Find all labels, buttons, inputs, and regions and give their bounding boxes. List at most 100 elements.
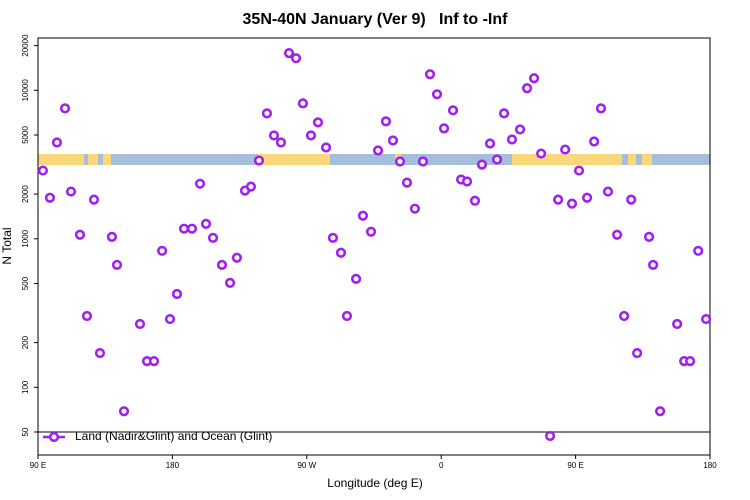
point [290, 53, 302, 64]
point [171, 288, 183, 300]
x-tick-label: 180 [703, 461, 717, 470]
point [231, 252, 243, 263]
point [612, 229, 623, 240]
x-tick-label: 0 [439, 461, 444, 470]
point [514, 124, 526, 135]
point [65, 186, 77, 197]
point [573, 165, 585, 176]
point [74, 229, 86, 240]
point [253, 155, 265, 166]
point [387, 135, 399, 146]
point [528, 73, 540, 84]
x-tick-label: 90 W [297, 461, 316, 470]
point [51, 137, 63, 148]
point [283, 48, 295, 59]
x-tick-label: 90 E [30, 461, 46, 470]
point [341, 310, 353, 322]
point [506, 134, 518, 145]
point [224, 277, 236, 288]
point [268, 130, 280, 141]
point [589, 136, 600, 147]
x-tick-label: 180 [166, 461, 180, 470]
point [424, 69, 436, 80]
plot-frame [37, 37, 711, 456]
point [186, 223, 198, 234]
point [194, 178, 206, 189]
point [693, 245, 704, 256]
point [106, 231, 118, 242]
point [94, 347, 106, 359]
point [560, 144, 571, 155]
point [88, 194, 100, 205]
point [134, 318, 146, 330]
point [207, 232, 219, 243]
point [350, 273, 362, 284]
point [438, 123, 450, 134]
point [643, 231, 655, 242]
point [216, 259, 228, 271]
point [357, 210, 369, 221]
point [469, 195, 481, 206]
point [118, 406, 130, 417]
point [672, 318, 683, 330]
point [648, 259, 659, 271]
surface-strip [38, 154, 710, 165]
point [380, 116, 392, 127]
point [476, 159, 488, 170]
point [619, 310, 630, 322]
point [44, 192, 56, 203]
point [37, 165, 49, 176]
point [409, 203, 421, 214]
point [401, 177, 413, 188]
legend-label: Land (Nadir&Glint) and Ocean (Glint) [75, 429, 272, 443]
point [461, 176, 473, 187]
point [417, 156, 429, 167]
x-axis-label: Longitude (deg E) [327, 476, 422, 490]
point [484, 138, 496, 149]
point [632, 347, 643, 359]
point [553, 194, 564, 205]
point [261, 108, 273, 119]
point [655, 406, 666, 417]
y-tick-label: 50 [21, 427, 30, 436]
point [156, 245, 168, 256]
point [447, 105, 459, 116]
point [312, 117, 324, 128]
point [372, 145, 384, 156]
point [111, 259, 123, 271]
point [297, 98, 309, 109]
y-tick-label: 5000 [21, 126, 30, 144]
point [148, 356, 160, 367]
point [491, 154, 503, 165]
point [521, 83, 533, 94]
y-tick-label: 100 [21, 380, 30, 394]
point [566, 198, 578, 209]
point [498, 108, 510, 119]
point [200, 218, 212, 229]
point [544, 430, 556, 442]
point [245, 181, 257, 192]
y-axis-label: N Total [0, 227, 14, 264]
point [59, 103, 71, 114]
point [178, 223, 190, 234]
point [335, 247, 347, 258]
point [595, 103, 607, 114]
point [164, 313, 176, 325]
y-tick-label: 2000 [21, 185, 30, 203]
point [305, 130, 317, 141]
point [365, 226, 377, 237]
point [685, 356, 696, 367]
point [536, 148, 547, 159]
point [81, 310, 93, 322]
y-tick-label: 1000 [21, 229, 30, 247]
point [701, 313, 712, 325]
legend-marker [48, 431, 60, 443]
point [394, 156, 406, 167]
y-tick-label: 500 [21, 276, 30, 290]
point [275, 137, 287, 148]
y-tick-label: 200 [21, 335, 30, 349]
chart-title: 35N-40N January (Ver 9) Inf to -Inf [243, 11, 509, 28]
point [602, 186, 614, 197]
point [581, 192, 593, 203]
